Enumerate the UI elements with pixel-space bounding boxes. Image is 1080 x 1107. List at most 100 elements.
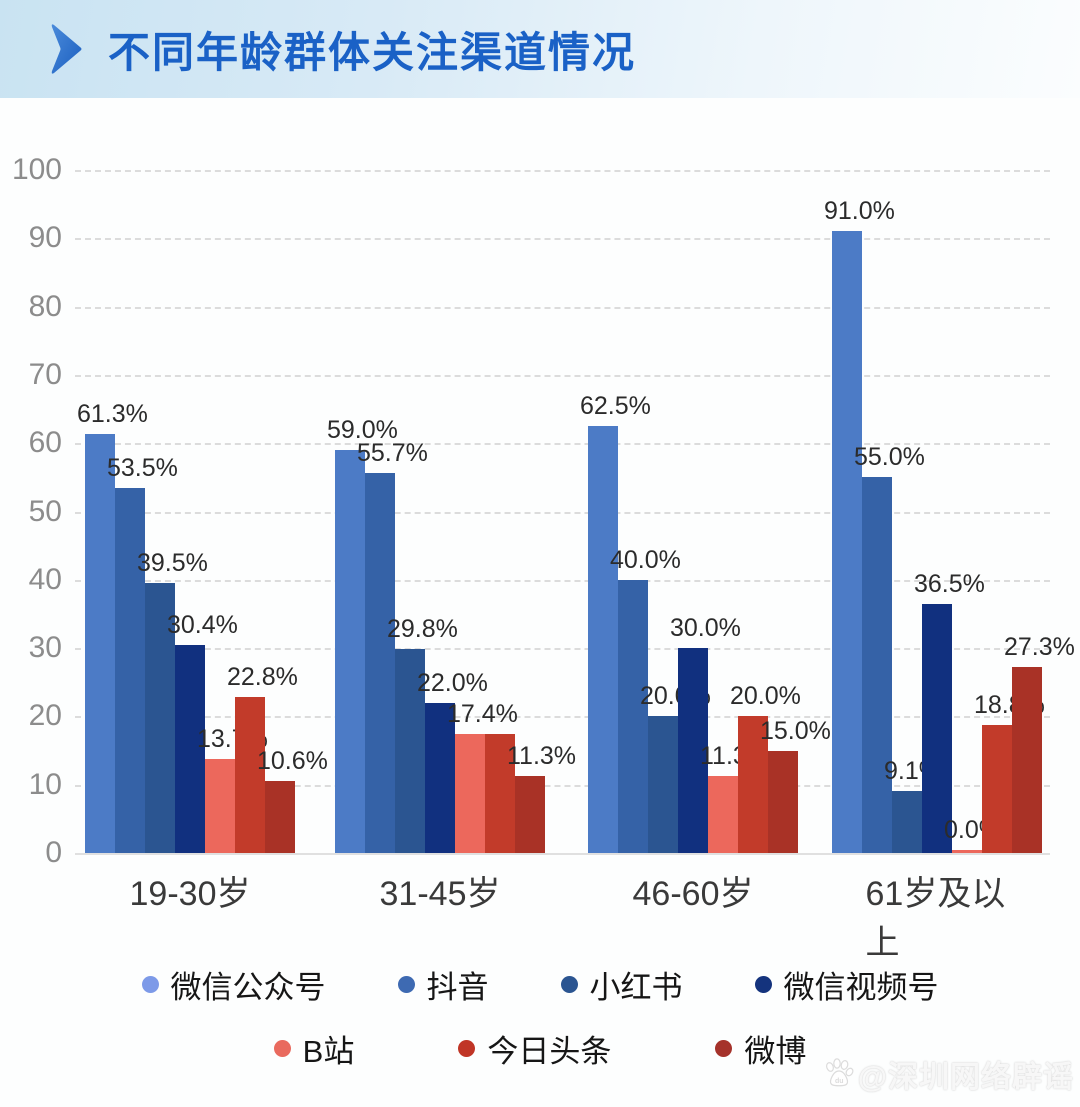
bar-微博-61岁及以上: 27.3%	[1004, 633, 1075, 853]
bar-value-label: 11.3%	[507, 741, 577, 770]
legend-dot-icon	[397, 976, 415, 993]
x-axis-label-31-45岁: 31-45岁	[379, 875, 501, 913]
y-tick-label: 0	[45, 836, 62, 869]
legend-dot-icon	[273, 1040, 291, 1057]
x-axis-label-61岁及以上: 61岁及以上	[865, 875, 1006, 962]
bar-value-label: 29.8%	[387, 615, 458, 644]
legend-label: 微博	[744, 1034, 807, 1069]
bar-抖音-19-30岁: 53.5%	[107, 454, 178, 853]
bar-value-label: 62.5%	[580, 392, 651, 421]
bar-value-label: 91.0%	[824, 197, 895, 226]
bar-value-label: 53.5%	[107, 453, 178, 482]
bar-value-label: 59.0%	[327, 416, 398, 445]
legend-label: B站	[302, 1034, 355, 1069]
y-tick-label: 10	[28, 767, 62, 801]
bar-value-label: 22.0%	[417, 668, 488, 697]
legend-label: 抖音	[426, 970, 489, 1005]
legend-row-2: B站 今日头条 微博	[0, 1026, 1080, 1071]
bar-微信公众号-31-45岁: 59.0%	[327, 416, 398, 853]
bar-今日头条-61岁及以上: 18.8%	[974, 691, 1045, 853]
legend-label: 小红书	[589, 970, 683, 1005]
legend-dot-icon	[458, 1040, 476, 1057]
gridline-0	[75, 853, 1050, 855]
bar-今日头条-46-60岁: 20.0%	[730, 682, 801, 853]
legend-item-抖音: 抖音	[397, 962, 489, 1007]
bar-微信公众号-61岁及以上: 91.0%	[824, 197, 895, 853]
y-tick-label: 20	[28, 699, 62, 733]
bar-value-label: 30.0%	[670, 614, 741, 643]
bar-group-61岁及以上: 91.0% 55.0% 9.1% 36.5% 0.0% 18.8% 27.3%	[824, 197, 1075, 853]
gridline-40	[75, 579, 1050, 582]
bar-B站-46-60岁: 11.3%	[700, 742, 769, 853]
bar-value-label: 40.0%	[610, 545, 681, 574]
gridline-100	[75, 170, 1050, 172]
bar-微博-46-60岁: 15.0%	[760, 717, 831, 853]
bar-value-label: 36.5%	[914, 569, 985, 598]
bar-微博-31-45岁: 11.3%	[507, 742, 576, 853]
bar-value-label: 55.0%	[854, 443, 925, 472]
bar-B站-19-30岁: 13.7%	[197, 725, 268, 853]
legend-dot-icon	[560, 976, 578, 993]
bar-微信视频号-46-60岁: 30.0%	[670, 614, 741, 853]
legend-item-微信视频号: 微信视频号	[754, 962, 939, 1007]
page-header: 不同年龄群体关注渠道情况	[0, 0, 1080, 98]
x-axis-label-19-30岁: 19-30岁	[129, 875, 251, 913]
y-tick-label: 90	[28, 221, 62, 255]
bar-微信视频号-31-45岁: 22.0%	[417, 669, 488, 853]
bar-微信视频号-61岁及以上: 36.5%	[914, 570, 985, 853]
y-tick-label: 30	[28, 631, 62, 665]
gridline-30	[75, 648, 1050, 651]
gridline-90	[75, 238, 1050, 241]
legend-item-微博: 微博	[715, 1026, 806, 1071]
legend-item-B站: B站	[273, 1026, 355, 1071]
bar-value-label: 30.4%	[167, 611, 238, 640]
legend-dot-icon	[141, 976, 159, 993]
svg-text:du: du	[835, 1078, 844, 1085]
legend-item-小红书: 小红书	[560, 962, 683, 1007]
bar-group-19-30岁: 61.3% 53.5% 39.5% 30.4% 13.7% 22.8% 10.6%	[77, 400, 328, 853]
y-tick-label: 60	[28, 426, 62, 460]
bar-value-label: 22.8%	[227, 663, 298, 692]
bar-微博-19-30岁: 10.6%	[257, 747, 328, 853]
bar-value-label: 17.4%	[447, 700, 518, 729]
bar-微信公众号-19-30岁: 61.3%	[77, 400, 148, 853]
bar-value-label: 55.7%	[357, 438, 428, 467]
bar-小红书-46-60岁: 20.0%	[640, 682, 711, 853]
bar-抖音-46-60岁: 40.0%	[610, 546, 681, 853]
page-title: 不同年龄群体关注渠道情况	[108, 28, 637, 76]
gridline-80	[75, 306, 1050, 309]
legend-item-今日头条: 今日头条	[458, 1026, 611, 1071]
bar-B站-31-45岁: 17.4%	[447, 700, 518, 853]
bar-B站-61岁及以上: 0.0%	[944, 816, 1001, 853]
x-axis-label-46-60岁: 46-60岁	[632, 875, 754, 913]
bar-小红书-61岁及以上: 9.1%	[884, 757, 941, 853]
bar-今日头条-31-45岁	[485, 734, 515, 853]
y-tick-label: 40	[28, 562, 62, 596]
legend-label: 微信视频号	[783, 970, 939, 1005]
bar-value-label: 39.5%	[137, 549, 208, 578]
y-tick-label: 80	[28, 289, 62, 323]
bar-value-label: 27.3%	[1004, 632, 1075, 661]
gridline-50	[75, 511, 1050, 514]
bar-今日头条-19-30岁: 22.8%	[227, 663, 298, 853]
gridline-20	[75, 716, 1050, 719]
bar-group-31-45岁: 59.0% 55.7% 29.8% 22.0% 17.4% 11.3%	[327, 416, 576, 853]
bar-微信公众号-46-60岁: 62.5%	[580, 392, 651, 853]
bar-抖音-61岁及以上: 55.0%	[854, 443, 925, 853]
y-tick-label: 50	[28, 494, 62, 528]
bar-value-label: 15.0%	[760, 716, 831, 745]
legend-label: 微信公众号	[170, 970, 326, 1005]
bar-小红书-31-45岁: 29.8%	[387, 615, 458, 853]
bar-value-label: 61.3%	[77, 400, 148, 429]
gridline-60	[75, 443, 1050, 446]
legend-dot-icon	[754, 976, 772, 993]
bar-value-label: 20.0%	[730, 682, 801, 711]
bar-抖音-31-45岁: 55.7%	[357, 439, 428, 853]
legend-item-微信公众号: 微信公众号	[141, 962, 326, 1007]
gridline-10	[75, 784, 1050, 787]
bar-group-46-60岁: 62.5% 40.0% 20.0% 30.0% 11.3% 20.0% 15.0%	[580, 392, 831, 853]
legend-dot-icon	[715, 1040, 733, 1057]
gridline-70	[75, 374, 1050, 377]
legend-row-1: 微信公众号 抖音 小红书 微信视频号	[0, 962, 1080, 1007]
y-tick-label: 70	[28, 357, 62, 391]
